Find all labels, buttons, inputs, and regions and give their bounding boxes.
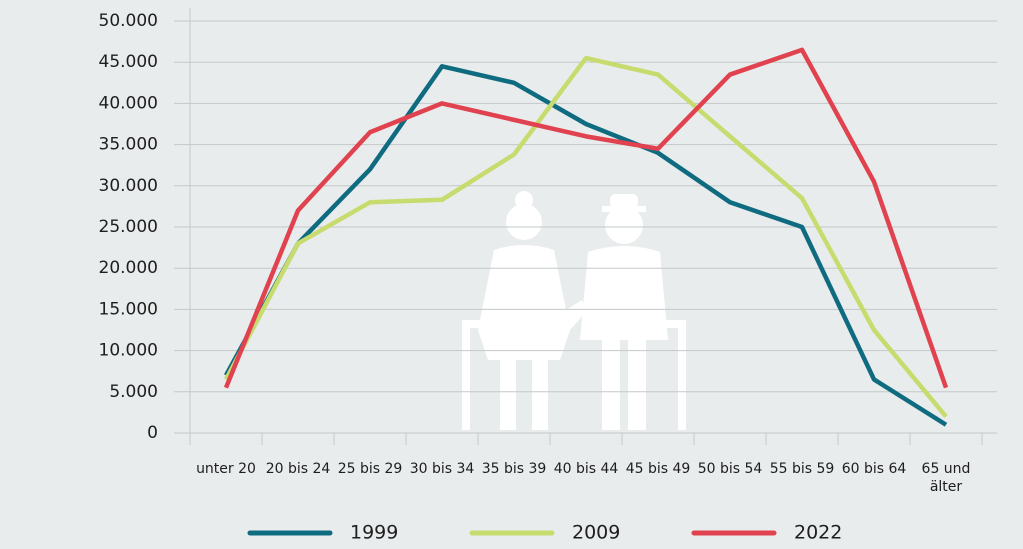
x-tick-label: 25 bis 29	[337, 461, 403, 477]
series-line	[224, 64, 948, 427]
y-tick-label: 5.000	[109, 382, 158, 402]
y-tick-label: 20.000	[99, 258, 158, 278]
x-tick-label: 55 bis 59	[769, 461, 835, 477]
legend-label: 2022	[794, 522, 842, 544]
couple-illustration	[462, 191, 686, 430]
y-tick-label: 0	[147, 423, 158, 443]
x-tick-label: unter 20	[196, 461, 256, 477]
y-tick-label: 40.000	[99, 93, 158, 113]
series-line	[223, 47, 949, 389]
x-tick-label: 60 bis 64	[841, 461, 907, 477]
legend-label: 1999	[350, 522, 398, 544]
y-tick-label: 25.000	[99, 217, 158, 237]
series-line	[224, 55, 948, 418]
x-tick-label: 30 bis 34	[409, 461, 475, 477]
x-tick-label: 50 bis 54	[697, 461, 763, 477]
y-tick-label: 35.000	[99, 135, 158, 155]
y-tick-label: 50.000	[99, 11, 158, 31]
x-tick-label: 65 und älter	[921, 461, 971, 495]
y-tick-label: 45.000	[99, 52, 158, 72]
legend-label: 2009	[572, 522, 620, 544]
x-tick-label: 45 bis 49	[625, 461, 691, 477]
y-tick-label: 15.000	[99, 299, 158, 319]
x-tick-label: 40 bis 44	[553, 461, 619, 477]
y-tick-label: 30.000	[99, 176, 158, 196]
y-tick-label: 10.000	[99, 341, 158, 361]
x-tick-label: 35 bis 39	[481, 461, 547, 477]
x-tick-label: 20 bis 24	[265, 461, 331, 477]
